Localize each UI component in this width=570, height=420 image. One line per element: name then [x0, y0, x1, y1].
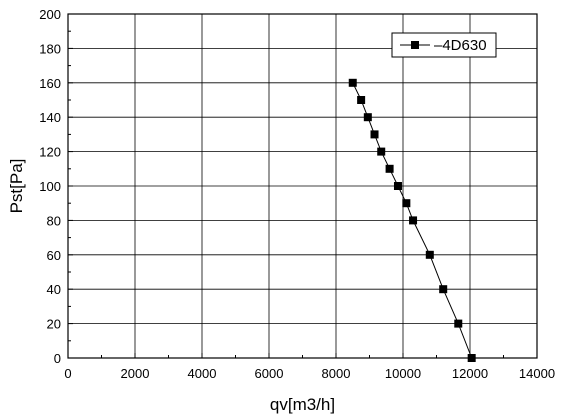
data-point: [377, 147, 386, 156]
y-tick-label: 120: [39, 145, 61, 160]
y-tick-label: 140: [39, 110, 61, 125]
y-tick-label: 160: [39, 76, 61, 91]
x-tick-label: 6000: [255, 366, 284, 381]
data-point: [363, 113, 372, 122]
data-point: [439, 285, 448, 294]
y-axis-title: Pst[Pa]: [7, 159, 26, 214]
y-tick-label: 0: [54, 351, 61, 366]
data-point: [402, 199, 411, 208]
x-axis-title: qv[m3/h]: [270, 395, 335, 414]
x-tick-label: 2000: [121, 366, 150, 381]
x-tick-label: 8000: [322, 366, 351, 381]
x-tick-label: 14000: [519, 366, 555, 381]
data-point: [425, 250, 434, 259]
legend: –4D630: [391, 32, 497, 58]
legend-label: –4D630: [434, 37, 487, 54]
data-point: [385, 164, 394, 173]
x-tick-label: 0: [64, 366, 71, 381]
y-tick-label: 200: [39, 7, 61, 22]
ticks: 0 2000 4000 6000 8000 10000 12000 14000 0 20 40 60 8…: [39, 7, 555, 381]
x-tick-label: 12000: [452, 366, 488, 381]
x-tick-label: 4000: [188, 366, 217, 381]
y-tick-label: 80: [47, 213, 61, 228]
data-point: [393, 182, 402, 190]
data-point: [409, 216, 418, 225]
y-tick-label: 180: [39, 41, 61, 56]
data-point: [370, 130, 379, 139]
grid: [68, 14, 537, 358]
y-tick-label: 40: [47, 282, 61, 297]
data-point: [348, 78, 357, 87]
x-tick-label: 10000: [385, 366, 421, 381]
y-tick-label: 100: [39, 179, 61, 194]
y-tick-label: 20: [47, 317, 61, 332]
legend-marker: [411, 41, 419, 49]
data-point: [454, 319, 463, 328]
data-point: [357, 96, 366, 104]
y-tick-label: 60: [47, 248, 61, 263]
